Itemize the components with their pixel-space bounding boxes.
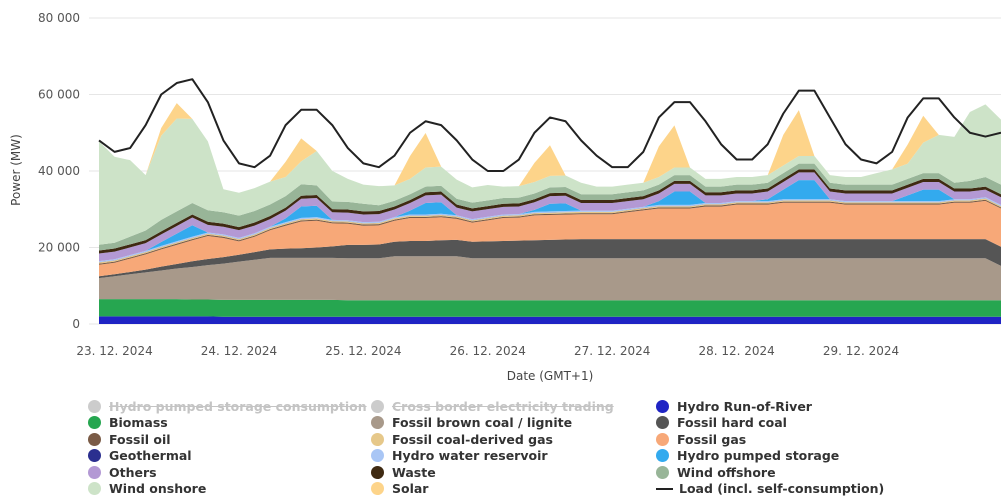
area-biomass[interactable] (99, 299, 1001, 317)
load-line-layer (98, 78, 1001, 172)
x-tick-label: 29. 12. 2024 (823, 344, 899, 358)
legend-label: Hydro pumped storage (677, 448, 840, 464)
legend-dot-icon (371, 432, 384, 446)
area-hydro-run-of-river[interactable] (99, 316, 1001, 324)
legend-item[interactable]: Hydro Run-of-River (656, 398, 884, 415)
legend-label: Fossil oil (109, 431, 171, 447)
chart-legend: Hydro pumped storage consumption Biomass F… (88, 398, 988, 499)
legend-dot-icon (88, 399, 101, 413)
x-tick-label: 27. 12. 2024 (574, 344, 650, 358)
legend-label: Hydro Run-of-River (677, 398, 812, 414)
legend-column: Hydro pumped storage consumption Biomass F… (88, 398, 367, 497)
legend-item[interactable]: Load (incl. self-consumption) (656, 481, 884, 498)
legend-item[interactable]: Geothermal (88, 448, 367, 465)
legend-label: Wind offshore (677, 464, 776, 480)
y-tick-label: 40 000 (38, 164, 80, 178)
legend-item[interactable]: Fossil hard coal (656, 415, 884, 432)
legend-item[interactable]: Hydro water reservoir (371, 448, 614, 465)
legend-label: Fossil coal-derived gas (392, 431, 553, 447)
legend-dot-icon (656, 399, 669, 413)
legend-column: Cross border electricity trading Fossil b… (371, 398, 614, 497)
y-axis-ticks: 0 20 000 40 000 60 000 80 000 (38, 11, 80, 331)
legend-dot-icon (371, 449, 384, 463)
area-fossil-hard-coal[interactable] (99, 239, 1001, 279)
legend-item[interactable]: Wind offshore (656, 464, 884, 481)
legend-label: Load (incl. self-consumption) (679, 481, 885, 497)
legend-dot-icon (371, 399, 384, 413)
legend-label: Wind onshore (109, 481, 207, 497)
legend-label: Fossil hard coal (677, 415, 787, 431)
legend-dot-icon (656, 449, 669, 463)
legend-item[interactable]: Fossil oil (88, 431, 367, 448)
area-waste[interactable] (99, 169, 1001, 254)
legend-item[interactable]: Biomass (88, 415, 367, 432)
legend-item[interactable]: Wind onshore (88, 481, 367, 498)
y-tick-label: 20 000 (38, 241, 80, 255)
area-solar[interactable] (99, 103, 1001, 193)
legend-item[interactable]: Others (88, 464, 367, 481)
legend-dot-icon (88, 465, 101, 479)
area-wind-offshore[interactable] (99, 163, 1001, 251)
legend-item[interactable]: Waste (371, 464, 614, 481)
legend-line-icon (656, 487, 673, 490)
stacked-area-chart: 0 20 000 40 000 60 000 80 000 23. 12. 2024 24… (9, 11, 1001, 383)
legend-dot-icon (371, 416, 384, 430)
legend-label: Hydro pumped storage consumption (109, 398, 367, 414)
y-tick-label: 0 (72, 317, 80, 331)
legend-item[interactable]: Fossil gas (656, 431, 884, 448)
legend-label: Cross border electricity trading (392, 398, 614, 414)
y-tick-label: 60 000 (38, 88, 80, 102)
legend-dot-icon (656, 465, 669, 479)
legend-dot-icon (88, 432, 101, 446)
legend-label: Fossil gas (677, 431, 747, 447)
area-series (99, 103, 1001, 324)
legend-label: Geothermal (109, 448, 192, 464)
legend-item[interactable]: Hydro pumped storage consumption (88, 398, 367, 415)
x-tick-label: 28. 12. 2024 (698, 344, 774, 358)
legend-item[interactable]: Fossil coal-derived gas (371, 431, 614, 448)
legend-label: Fossil brown coal / lignite (392, 415, 573, 431)
legend-label: Biomass (109, 415, 168, 431)
x-tick-label: 23. 12. 2024 (76, 344, 152, 358)
legend-item[interactable]: Cross border electricity trading (371, 398, 614, 415)
legend-item[interactable]: Fossil brown coal / lignite (371, 415, 614, 432)
legend-item[interactable]: Hydro pumped storage (656, 448, 884, 465)
legend-label: Solar (392, 481, 429, 497)
x-axis-ticks: 23. 12. 2024 24. 12. 2024 25. 12. 2024 26. … (76, 344, 899, 358)
legend-dot-icon (88, 416, 101, 430)
legend-column: Hydro Run-of-River Fossil hard coal Fossil… (656, 398, 884, 497)
legend-label: Others (109, 464, 157, 480)
legend-label: Hydro water reservoir (392, 448, 548, 464)
y-axis-title: Power (MW) (9, 134, 23, 206)
area-fossil-gas[interactable] (99, 200, 1001, 277)
legend-dot-icon (656, 416, 669, 430)
area-fossil-brown-coal-lignite[interactable] (99, 256, 1001, 301)
x-tick-label: 24. 12. 2024 (201, 344, 277, 358)
x-axis-title: Date (GMT+1) (507, 369, 594, 383)
legend-item[interactable]: Solar (371, 481, 614, 498)
load-line[interactable] (98, 78, 1001, 172)
area-others[interactable] (99, 172, 1001, 262)
x-tick-label: 25. 12. 2024 (325, 344, 401, 358)
y-tick-label: 80 000 (38, 11, 80, 25)
x-tick-label: 26. 12. 2024 (450, 344, 526, 358)
legend-dot-icon (371, 465, 384, 479)
legend-dot-icon (88, 449, 101, 463)
legend-label: Waste (392, 464, 436, 480)
legend-dot-icon (88, 482, 101, 496)
legend-dot-icon (656, 432, 669, 446)
legend-dot-icon (371, 482, 384, 496)
